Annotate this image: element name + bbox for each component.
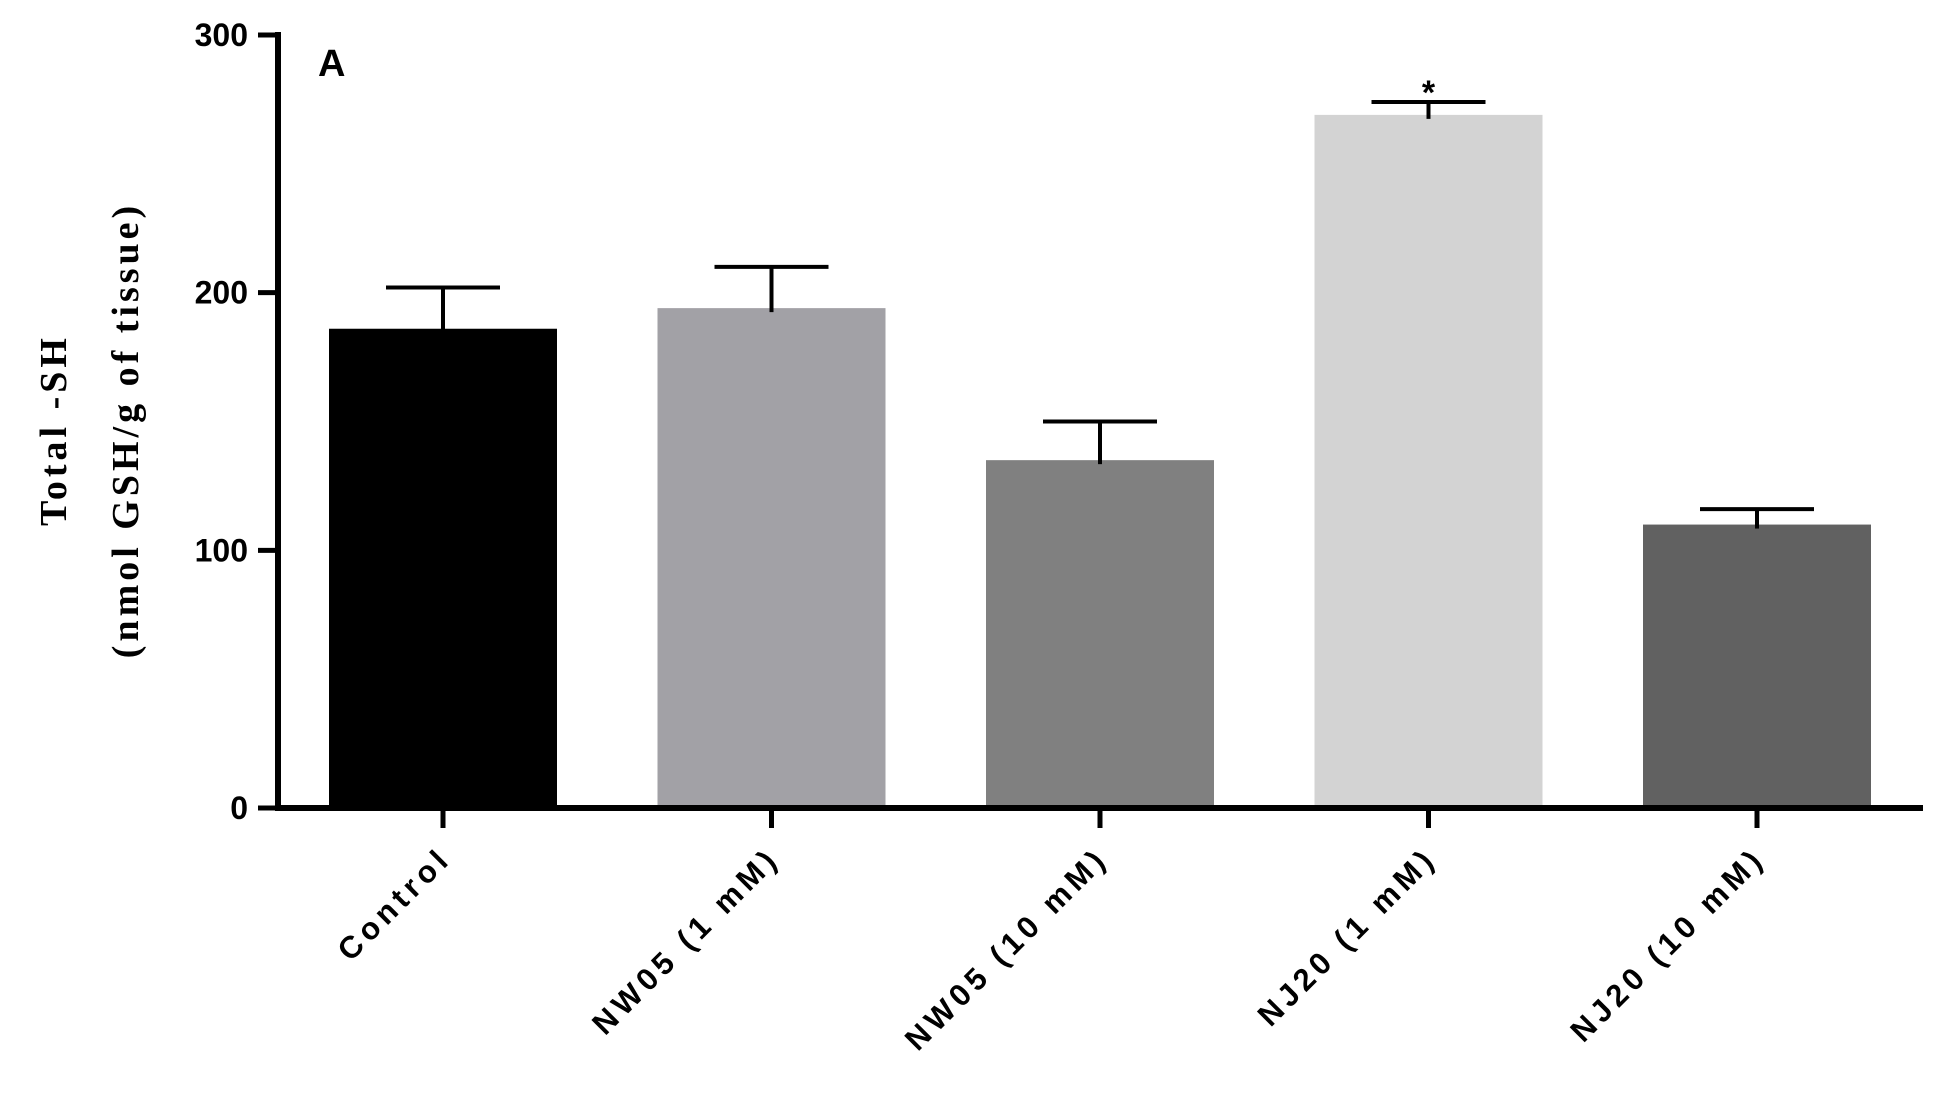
- error-bar-3: [1371, 99, 1486, 119]
- y-tick-label: 0: [230, 790, 248, 826]
- bar-3: [1314, 114, 1543, 809]
- bar-2: [986, 460, 1214, 808]
- error-bar-0: [386, 285, 500, 333]
- y-ticks-layer: 0 100 200 300: [195, 17, 278, 826]
- bar-1: [657, 308, 886, 808]
- bar-4: [1643, 524, 1871, 808]
- x-tick-label: NJ20 (1 mM): [1251, 840, 1444, 1033]
- x-tick-label: NJ20 (10 mM): [1563, 840, 1771, 1048]
- significance-marker: *: [1422, 74, 1436, 112]
- error-bar-2: [1043, 419, 1157, 465]
- y-axis-label-line1: Total -SH: [33, 334, 75, 526]
- y-tick-label: 100: [195, 532, 248, 568]
- x-tick-label: Control: [331, 840, 458, 967]
- x-tick-label: NW05 (10 mM): [898, 840, 1115, 1057]
- y-tick-label: 300: [195, 17, 248, 53]
- bar-0: [329, 328, 557, 808]
- bars-layer: [329, 114, 1871, 809]
- y-axis-title: Total -SH (nmol GSH/g of tissue): [33, 202, 147, 658]
- error-bar-4: [1700, 507, 1814, 529]
- x-tick-label: NW05 (1 mM): [585, 840, 786, 1041]
- error-bars-layer: [386, 99, 1814, 529]
- significance-layer: *: [1422, 74, 1436, 112]
- panel-label: A: [318, 43, 345, 85]
- error-bar-1: [714, 264, 829, 313]
- y-axis-label-line2: (nmol GSH/g of tissue): [105, 202, 147, 658]
- x-ticks-layer: Control NW05 (1 mM) NW05 (10 mM) NJ20 (1 mM…: [331, 808, 1772, 1057]
- y-tick-label: 200: [195, 275, 248, 311]
